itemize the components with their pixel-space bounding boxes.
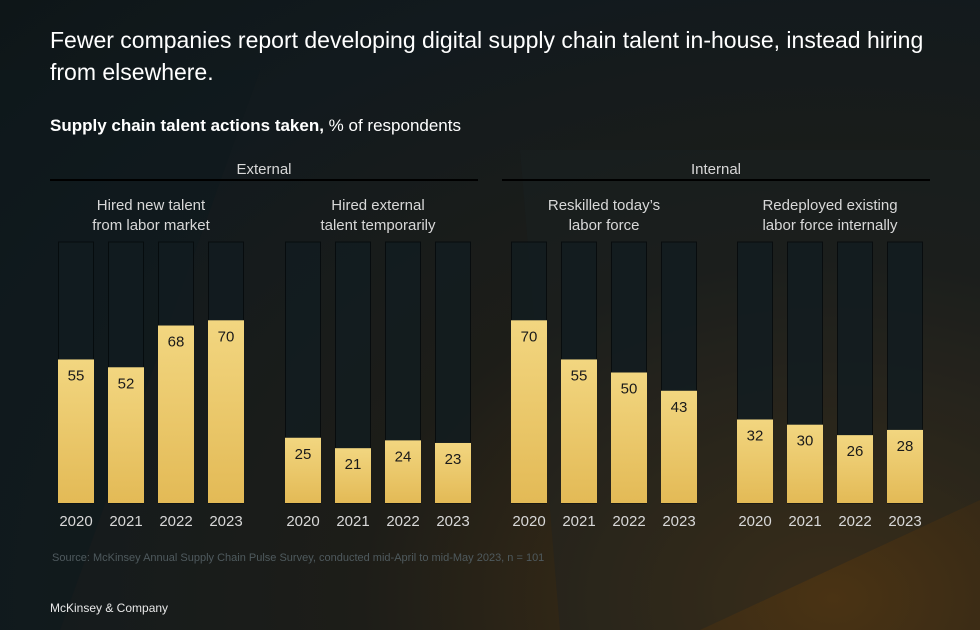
- bar: [158, 325, 194, 503]
- x-tick-label: 2023: [436, 513, 469, 530]
- x-tick-label: 2023: [209, 513, 242, 530]
- x-tick-label: 2022: [612, 513, 645, 530]
- series-label: labor force: [569, 217, 640, 234]
- data-label: 25: [295, 446, 312, 463]
- x-tick-label: 2023: [888, 513, 921, 530]
- data-label: 50: [621, 381, 638, 398]
- x-tick-label: 2021: [336, 513, 369, 530]
- bar: [285, 437, 321, 503]
- data-label: 26: [847, 443, 864, 460]
- subtitle-unit: % of respondents: [323, 116, 461, 135]
- group-label-external: External: [236, 161, 291, 178]
- bar: [108, 367, 144, 503]
- x-tick-label: 2022: [386, 513, 419, 530]
- x-tick-label: 2020: [59, 513, 92, 530]
- chart-title: Fewer companies report developing digita…: [50, 27, 924, 85]
- bar: [58, 359, 94, 503]
- data-label: 32: [747, 427, 764, 444]
- series-label: Hired external: [331, 197, 424, 214]
- bar: [787, 424, 823, 503]
- data-label: 30: [797, 433, 814, 450]
- bar: [737, 419, 773, 503]
- x-tick-label: 2021: [109, 513, 142, 530]
- bar: [435, 442, 471, 503]
- data-label: 52: [118, 375, 135, 392]
- chart-subtitle: Supply chain talent actions taken, % of …: [50, 116, 461, 136]
- series-label: Hired new talent: [97, 197, 206, 214]
- data-label: 21: [345, 456, 362, 473]
- data-label: 28: [897, 438, 914, 455]
- bar: [335, 448, 371, 503]
- x-tick-label: 2020: [286, 513, 319, 530]
- series-label: Reskilled today’s: [548, 197, 660, 214]
- x-tick-label: 2023: [662, 513, 695, 530]
- bar: [837, 435, 873, 503]
- data-label: 24: [395, 448, 412, 465]
- bar: [661, 390, 697, 503]
- data-label: 70: [521, 328, 538, 345]
- bar: [511, 320, 547, 503]
- data-label: 55: [68, 367, 85, 384]
- series-label: from labor market: [92, 217, 210, 234]
- source-note: Source: McKinsey Annual Supply Chain Pul…: [52, 552, 545, 564]
- brand-name: McKinsey & Company: [50, 601, 169, 615]
- x-tick-label: 2021: [562, 513, 595, 530]
- bar: [611, 372, 647, 503]
- data-label: 70: [218, 328, 235, 345]
- data-label: 43: [671, 399, 688, 416]
- bar: [208, 320, 244, 503]
- data-label: 68: [168, 334, 185, 351]
- x-tick-label: 2022: [838, 513, 871, 530]
- x-tick-label: 2020: [738, 513, 771, 530]
- group-label-internal: Internal: [691, 161, 741, 178]
- data-label: 55: [571, 367, 588, 384]
- bar: [887, 429, 923, 503]
- x-tick-label: 2022: [159, 513, 192, 530]
- bar: [561, 359, 597, 503]
- data-label: 23: [445, 451, 462, 468]
- series-label: Redeployed existing: [762, 197, 897, 214]
- series-label: labor force internally: [762, 217, 898, 234]
- bar: [385, 440, 421, 503]
- series-label: talent temporarily: [320, 217, 436, 234]
- x-tick-label: 2020: [512, 513, 545, 530]
- subtitle-bold: Supply chain talent actions taken,: [50, 116, 324, 135]
- x-tick-label: 2021: [788, 513, 821, 530]
